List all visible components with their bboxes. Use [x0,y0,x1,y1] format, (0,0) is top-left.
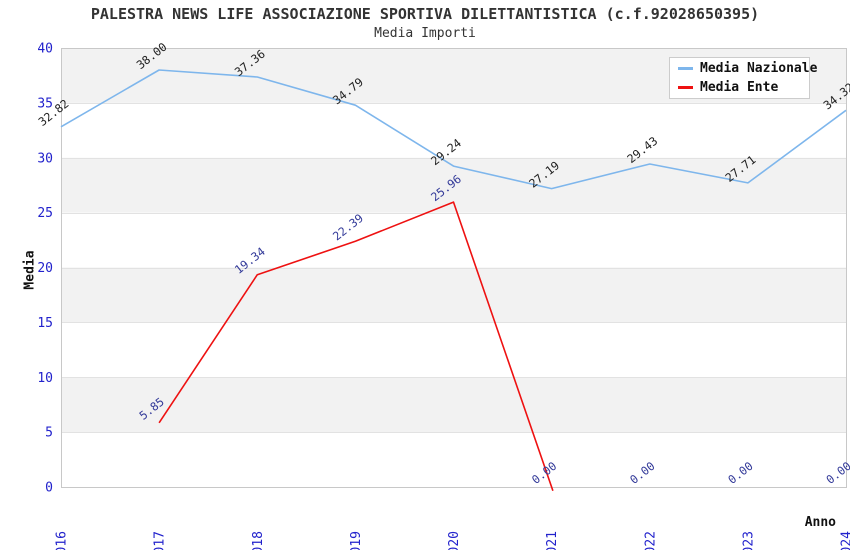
x-axis-title: Anno [804,515,836,530]
plot-frame [61,48,847,488]
y-tick-label: 40 [37,42,53,57]
legend-label-media-nazionale: Media Nazionale [700,61,818,77]
y-tick-label: 15 [37,316,53,331]
media-ente-line-swatch [678,85,693,89]
y-tick-label: 10 [37,371,53,386]
x-tick-label: 2016 [55,531,70,550]
series-line [60,69,847,190]
chart-subtitle: Media Importi [374,26,476,41]
data-label: 0.00 [627,459,658,487]
x-tick-label: 2023 [741,531,756,550]
y-tick-label: 5 [45,426,53,441]
x-tick-label: 2022 [643,531,658,550]
grid-band [61,267,846,323]
y-tick-label: 20 [37,261,53,276]
data-label: 0.00 [529,459,560,487]
data-label: 0.00 [823,459,850,487]
legend-item-media-nazionale: Media Nazionale [678,61,817,76]
media-nazionale-line-swatch [678,67,693,71]
grid-band [61,377,846,433]
y-tick-label: 0 [45,481,53,496]
y-axis-title: Media [22,250,38,290]
x-tick-label: 2017 [153,531,168,550]
legend-label-media-ente: Media Ente [700,79,779,95]
y-tick-label: 25 [37,206,53,221]
x-tick-label: 2019 [349,531,364,550]
y-tick-label: 30 [37,151,53,166]
y-tick-label: 35 [37,96,53,111]
x-tick-label: 2021 [545,531,560,550]
legend-item-media-ente: Media Ente [678,80,809,95]
x-tick-label: 2018 [251,531,266,550]
data-label: 0.00 [725,459,756,487]
legend: Media Nazionale Media Ente [669,57,817,99]
series-line [158,201,554,492]
x-tick-label: 2024 [840,531,850,550]
chart-title: PALESTRA NEWS LIFE ASSOCIAZIONE SPORTIVA… [90,5,760,23]
x-tick-label: 2020 [447,531,462,550]
